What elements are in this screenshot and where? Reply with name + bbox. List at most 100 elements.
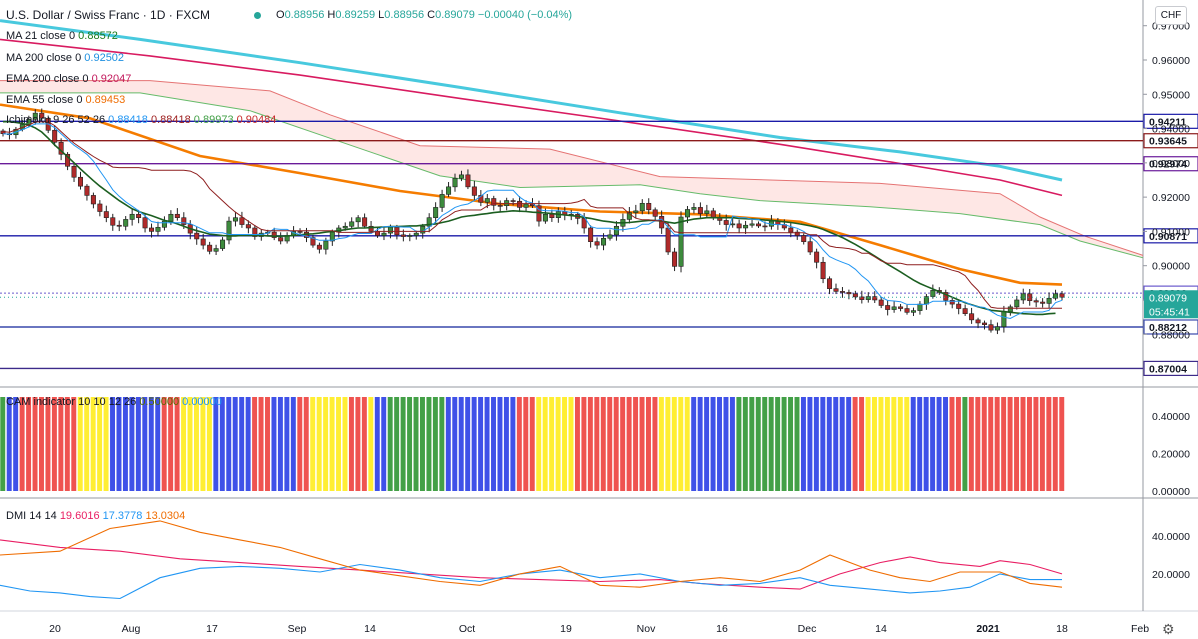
cam-bar bbox=[439, 397, 445, 491]
candle bbox=[878, 297, 884, 309]
cam-bar bbox=[568, 397, 574, 491]
candle-body bbox=[542, 213, 548, 222]
candle-body bbox=[168, 213, 174, 222]
candle-body bbox=[975, 319, 981, 324]
legend-ema200[interactable]: EMA 200 close 0 0.92047 bbox=[6, 72, 131, 86]
candle bbox=[452, 173, 458, 192]
candle-body bbox=[814, 251, 820, 263]
cam-bar bbox=[284, 397, 290, 491]
candle-body bbox=[491, 198, 497, 206]
currency-button[interactable]: CHF bbox=[1155, 6, 1187, 25]
candle-body bbox=[407, 235, 413, 237]
cloud-fill bbox=[0, 80, 1143, 258]
price-tick-0.92000: 0.92000 bbox=[1152, 192, 1190, 204]
cam-bar bbox=[484, 397, 490, 491]
legend-ma21-name: MA 21 close 0 bbox=[6, 30, 76, 42]
candle bbox=[226, 216, 232, 245]
cam-bar bbox=[206, 397, 212, 491]
symbol-title[interactable]: U.S. Dollar / Swiss Franc · 1D · FXCM bbox=[6, 8, 211, 22]
cam-bar bbox=[1001, 397, 1007, 491]
candle-body bbox=[181, 217, 187, 225]
candle-body bbox=[84, 185, 90, 196]
legend-cam-v1: 0.50000 bbox=[139, 396, 180, 408]
candle-body bbox=[827, 278, 833, 289]
legend-ema55[interactable]: EMA 55 close 0 0.89453 bbox=[6, 93, 125, 107]
candle-body bbox=[278, 237, 284, 242]
candle-body bbox=[271, 231, 277, 238]
cam-bar bbox=[710, 397, 716, 491]
cam-bar bbox=[297, 397, 303, 491]
legend-ichimoku[interactable]: Ichimoku 9 26 52 26 0.88418 0.88418 0.89… bbox=[6, 113, 276, 127]
candle bbox=[730, 217, 736, 228]
cam-bar bbox=[516, 397, 522, 491]
cam-bar bbox=[936, 397, 942, 491]
low-label: L bbox=[378, 9, 385, 21]
candle bbox=[310, 234, 316, 248]
cam-bar bbox=[626, 397, 632, 491]
legend-ichimoku-name: Ichimoku 9 26 52 26 bbox=[6, 114, 106, 126]
candle-body bbox=[220, 239, 226, 249]
cam-bar bbox=[97, 397, 103, 491]
candle-body bbox=[239, 217, 245, 225]
candle-body bbox=[949, 300, 955, 305]
candle bbox=[536, 200, 542, 227]
candle-body bbox=[97, 203, 103, 212]
candle bbox=[607, 229, 613, 241]
candle bbox=[1053, 289, 1059, 301]
candle bbox=[200, 233, 206, 250]
cam-bar bbox=[884, 397, 890, 491]
candle bbox=[174, 208, 180, 221]
candle-body bbox=[1014, 299, 1020, 308]
cam-bar bbox=[949, 397, 955, 491]
candle bbox=[962, 304, 968, 316]
cam-tick-0.00000: 0.00000 bbox=[1152, 486, 1190, 498]
candle-body bbox=[588, 227, 594, 242]
legend-cam[interactable]: CAM indicator 10 10 12 26 0.50000 0.0000… bbox=[6, 395, 222, 409]
candle bbox=[833, 283, 839, 295]
cam-bar bbox=[646, 397, 651, 491]
candle-body bbox=[439, 194, 445, 208]
candle bbox=[898, 303, 904, 312]
cam-bar bbox=[465, 397, 471, 491]
legend-cam-v2: 0.00000 bbox=[182, 396, 222, 408]
candle-body bbox=[723, 220, 729, 225]
candle-body bbox=[478, 195, 484, 203]
candle-body bbox=[252, 227, 258, 237]
cam-tick-0.20000: 0.20000 bbox=[1152, 448, 1190, 460]
candle-body bbox=[471, 186, 477, 196]
dmi-tick-40.0000: 40.0000 bbox=[1152, 531, 1190, 543]
candle bbox=[497, 200, 503, 212]
candle-body bbox=[174, 213, 180, 218]
candle bbox=[975, 317, 981, 329]
cam-bar bbox=[478, 397, 484, 491]
candle bbox=[704, 204, 710, 218]
candle bbox=[349, 217, 355, 229]
legend-ma21[interactable]: MA 21 close 0 0.88572 bbox=[6, 29, 118, 43]
candle bbox=[956, 300, 962, 315]
cam-bar bbox=[161, 397, 167, 491]
cam-bar bbox=[807, 397, 813, 491]
candle-body bbox=[982, 322, 988, 325]
candle-body bbox=[710, 210, 716, 218]
candle bbox=[71, 163, 77, 182]
candle-body bbox=[743, 224, 749, 229]
candle-body bbox=[433, 207, 439, 218]
cam-bar bbox=[458, 397, 464, 491]
cam-bar bbox=[736, 397, 742, 491]
candle bbox=[213, 244, 219, 256]
candle-body bbox=[613, 225, 619, 236]
legend-ma200[interactable]: MA 200 close 0 0.92502 bbox=[6, 51, 124, 65]
legend-dmi[interactable]: DMI 14 14 19.6016 17.3778 13.0304 bbox=[6, 509, 185, 523]
gear-icon[interactable]: ⚙ bbox=[1162, 621, 1175, 637]
price-tick-0.94000: 0.94000 bbox=[1152, 124, 1190, 136]
candle-body bbox=[665, 227, 671, 253]
cam-bar bbox=[387, 397, 393, 491]
cam-bar bbox=[277, 397, 283, 491]
senkou-span-a bbox=[0, 92, 1144, 259]
ma21-line bbox=[3, 120, 1056, 316]
cam-bar bbox=[19, 397, 25, 491]
cam-bar bbox=[607, 397, 613, 491]
candle-body bbox=[697, 207, 703, 214]
candle bbox=[471, 180, 477, 201]
